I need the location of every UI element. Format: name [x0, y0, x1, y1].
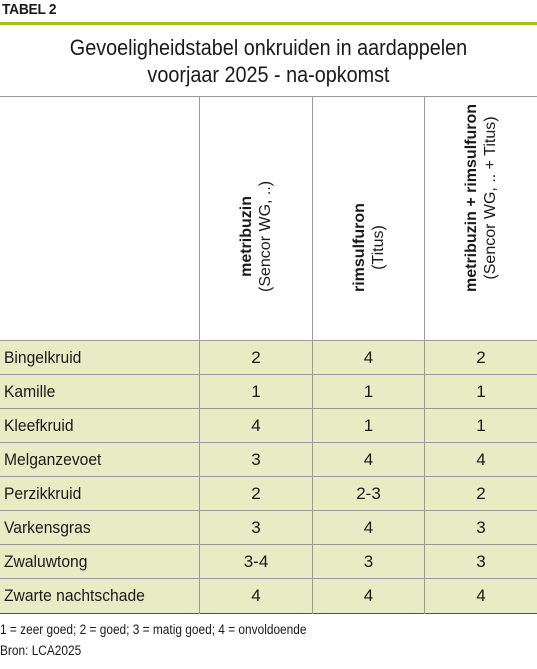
cell-rimsulfuron: 1 [363, 382, 374, 401]
column-header-sub: (Titus) [369, 225, 387, 270]
cell-rimsulfuron: 1 [363, 416, 374, 435]
column-divider [312, 96, 313, 614]
column-header-main: metribuzin [238, 196, 255, 277]
table-row: Perzikkruid 2 2-3 2 [0, 477, 537, 511]
row-divider [0, 510, 537, 511]
table-row: Kleefkruid 4 1 1 [0, 409, 537, 443]
cell-rimsulfuron: 4 [363, 450, 374, 469]
table-row: Zwarte nachtschade 4 4 4 [0, 579, 537, 613]
accent-rule [0, 22, 537, 25]
header-row: metribuzin (Sencor WG, ..) rimsulfuron (… [0, 96, 537, 340]
title-line-1: Gevoeligheidstabel onkruiden in aardappe… [69, 35, 468, 60]
weed-name: Melganzevoet [4, 450, 102, 469]
cell-combination: 4 [476, 586, 486, 605]
table-body: Bingelkruid 2 4 2 Kamille 1 1 1 Kleefkru… [0, 341, 537, 614]
legend-footnote: 1 = zeer goed; 2 = goed; 3 = matig goed;… [0, 622, 307, 637]
cell-combination: 2 [476, 484, 486, 503]
table-row: Melganzevoet 3 4 4 [0, 443, 537, 477]
cell-metribuzin: 3-4 [243, 552, 269, 571]
column-header-rimsulfuron: rimsulfuron (Titus) [313, 96, 424, 340]
column-header-sub: (Sencor WG, .. + Titus) [482, 116, 499, 280]
cell-metribuzin: 3 [251, 450, 261, 469]
weed-name: Zwarte nachtschade [4, 586, 145, 605]
table-row: Zwaluwtong 3-4 3 3 [0, 545, 537, 579]
row-divider [0, 408, 537, 409]
column-divider [199, 96, 200, 614]
cell-combination: 3 [476, 552, 486, 571]
table-row: Varkensgras 3 4 3 [0, 511, 537, 545]
cell-combination: 4 [476, 450, 486, 469]
row-divider [0, 442, 537, 443]
table-bottom-border [0, 613, 537, 614]
weed-name: Kleefkruid [4, 416, 74, 435]
cell-metribuzin: 3 [251, 518, 261, 537]
cell-rimsulfuron: 4 [363, 518, 374, 537]
column-header-main: rimsulfuron [350, 203, 368, 292]
cell-rimsulfuron: 4 [363, 586, 374, 605]
column-divider [424, 96, 425, 614]
source-note: Bron: LCA2025 [0, 643, 82, 658]
title-line-2: voorjaar 2025 - na-opkomst [147, 62, 390, 87]
cell-combination: 1 [476, 416, 486, 435]
table-top-border [0, 96, 537, 97]
cell-metribuzin: 2 [251, 348, 261, 367]
row-divider [0, 544, 537, 545]
row-divider [0, 578, 537, 579]
column-header-metribuzin: metribuzin (Sencor WG, ..) [200, 96, 312, 340]
table-row: Bingelkruid 2 4 2 [0, 341, 537, 375]
column-header-sub: (Sencor WG, ..) [257, 180, 274, 292]
cell-rimsulfuron: 3 [363, 552, 374, 571]
weed-name: Bingelkruid [4, 348, 82, 367]
table-title: Gevoeligheidstabel onkruiden in aardappe… [27, 34, 510, 88]
cell-metribuzin: 4 [251, 586, 261, 605]
cell-combination: 3 [476, 518, 486, 537]
cell-metribuzin: 4 [251, 416, 261, 435]
weed-name: Zwaluwtong [4, 552, 88, 571]
table-tag: TABEL 2 [2, 1, 57, 18]
column-header-combination: metribuzin + rimsulfuron (Sencor WG, .. … [425, 96, 537, 340]
cell-rimsulfuron: 4 [363, 348, 374, 367]
cell-rimsulfuron: 2-3 [356, 484, 381, 503]
weed-name: Varkensgras [4, 518, 91, 537]
weed-name: Kamille [4, 382, 56, 401]
sensitivity-table: metribuzin (Sencor WG, ..) rimsulfuron (… [0, 96, 537, 614]
column-header-main: metribuzin + rimsulfuron [463, 103, 480, 292]
table-row: Kamille 1 1 1 [0, 375, 537, 409]
header-divider [0, 340, 537, 341]
row-divider [0, 374, 537, 375]
cell-combination: 2 [476, 348, 486, 367]
cell-combination: 1 [476, 382, 486, 401]
row-divider [0, 476, 537, 477]
cell-metribuzin: 2 [251, 484, 261, 503]
cell-metribuzin: 1 [251, 382, 261, 401]
weed-name: Perzikkruid [4, 484, 82, 503]
